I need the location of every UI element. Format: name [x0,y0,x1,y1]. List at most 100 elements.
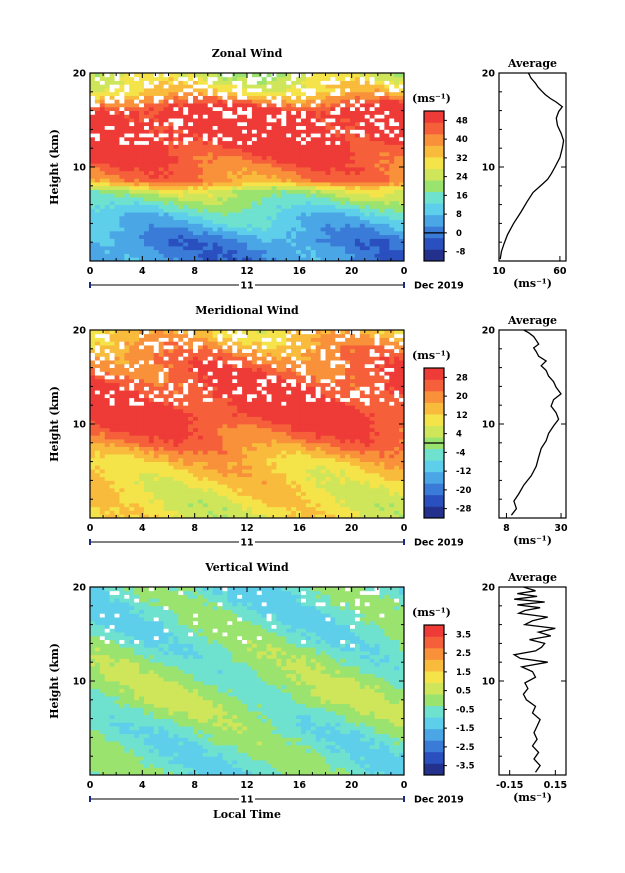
heatmap-cell [139,148,145,153]
heatmap-cell [134,133,140,138]
heatmap-cell [320,163,326,168]
heatmap-cell [345,133,351,138]
heatmap-cell [325,73,331,78]
heatmap-cell [129,427,135,432]
heatmap-cell [193,257,199,262]
heatmap-cell [247,80,253,85]
heatmap-cell [227,442,233,447]
heatmap-cell [315,502,321,508]
heatmap-cell [237,163,243,168]
heatmap-cell [247,148,253,153]
heatmap-cell [232,215,238,221]
heatmap-cell [384,84,390,89]
heatmap-cell [350,197,356,202]
heatmap-cell [207,167,214,172]
heatmap-cell [364,450,371,455]
heatmap-cell [305,234,312,239]
heatmap-cell [399,167,405,172]
heatmap-cell [305,227,312,232]
heatmap-cell [340,121,346,127]
heatmap-cell [247,420,253,425]
heatmap-cell [197,461,204,466]
heatmap-cell [197,167,204,172]
heatmap-cell [374,219,380,224]
heatmap-cell [325,121,331,127]
heatmap-cell [286,472,292,478]
heatmap-cell [222,230,228,236]
heatmap-cell [202,110,209,115]
heatmap-cell [109,110,115,115]
heatmap-cell [315,114,321,119]
heatmap-cell [227,502,233,508]
heatmap-cell [325,510,331,515]
heatmap-cell [251,457,258,462]
heatmap-cell [389,257,395,262]
heatmap-cell [148,155,155,160]
heatmap-cell [242,185,248,190]
heatmap-cell [158,121,164,127]
heatmap-cell [296,136,302,142]
heatmap-cell [148,95,155,100]
heatmap-cell [399,140,405,145]
heatmap-cell [168,242,174,247]
heatmap-cell [291,212,297,217]
heatmap-cell [286,420,292,425]
heatmap-cell [237,144,243,149]
heatmap-cell [173,238,179,243]
heatmap-cell [124,454,130,459]
heatmap-cell [148,136,155,142]
heatmap-cell [359,480,366,485]
heatmap-cell [281,491,287,496]
heatmap-cell [350,446,356,451]
heatmap-cell [242,435,248,440]
heatmap-cell [315,420,321,425]
heatmap-cell [389,227,395,232]
heatmap-cell [232,502,238,508]
heatmap-cell [183,174,189,179]
heatmap-cell [374,465,380,470]
heatmap-cell [340,234,346,239]
heatmap-cell [90,215,96,221]
heatmap-cell [237,133,243,138]
heatmap-cell [168,204,174,209]
heatmap-cell [379,80,385,85]
heatmap-cell [232,227,238,232]
heatmap-cell [232,144,238,149]
heatmap-cell [320,465,326,470]
heatmap-cell [143,510,150,515]
heatmap-cell [399,125,405,130]
heatmap-cell [134,136,140,142]
heatmap-cell [188,200,194,205]
heatmap-cell [335,431,341,436]
heatmap-cell [345,148,351,153]
heatmap-cell [389,121,395,127]
heatmap-cell [394,103,400,108]
heatmap-cell [193,208,199,213]
heatmap-cell [222,457,228,462]
heatmap-cell [129,431,135,436]
heatmap-cell [227,487,233,493]
heatmap-cell [183,99,189,104]
heatmap-cell [188,95,194,100]
heatmap-cell [296,253,302,258]
heatmap-cell [104,435,111,440]
heatmap-cell [222,469,228,474]
heatmap-cell [109,73,115,78]
heatmap-cell [291,133,297,138]
heatmap-cell [310,472,317,478]
heatmap-cell [374,480,380,485]
heatmap-cell [119,163,125,168]
heatmap-cell [212,219,218,224]
heatmap-cell [139,185,145,190]
heatmap-cell [374,103,380,108]
heatmap-cell [296,84,302,89]
heatmap-cell [389,106,395,111]
heatmap-cell [330,249,336,254]
heatmap-cell [202,204,209,209]
heatmap-cell [183,144,189,149]
heatmap-cell [379,185,385,190]
heatmap-cell [379,148,385,153]
heatmap-cell [281,465,287,470]
heatmap-cell [188,91,194,96]
heatmap-cell [247,204,253,209]
